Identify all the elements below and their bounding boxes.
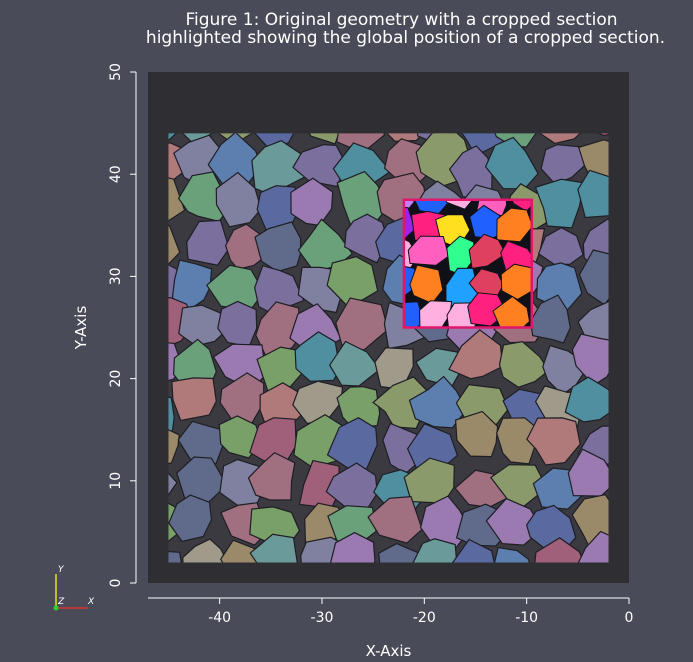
triad-x-label: X [87,597,95,607]
crop-grain [445,199,474,210]
chart-title: Figure 1: Original geometry with a cropp… [0,11,693,47]
triad-z-label: Z [57,597,65,607]
grain [454,410,499,458]
grain [534,537,585,563]
grain [178,304,228,347]
y-tick-label: 0 [108,579,124,588]
grain [215,171,262,228]
y-tick-label: 20 [108,370,124,388]
crop-grain [419,300,453,328]
grain [330,531,376,563]
y-tick-label: 30 [108,267,124,285]
x-tick-label: -40 [208,610,231,626]
cropped-section [402,198,534,329]
grain [448,329,504,380]
grain [249,533,298,563]
crop-grain [468,233,507,269]
x-tick-label: 0 [625,610,634,626]
y-tick-label: 50 [108,63,124,81]
grain [328,340,381,387]
grain [485,497,543,546]
grain [182,538,229,563]
grain [577,169,609,219]
y-tick-label: 10 [108,472,124,490]
y-axis-title: Y-Axis [72,306,90,351]
crop-grain [492,295,531,328]
grain [526,417,581,466]
grain [247,451,296,501]
grain [308,133,340,145]
grain-map [168,133,609,563]
grain [168,177,186,222]
crop-grain [403,301,425,328]
orientation-triad: Y Z X [53,565,95,611]
x-tick-label: -30 [311,610,334,626]
crop-grain [403,206,416,241]
grain [597,133,609,137]
grain [168,224,181,265]
chart-title-line-2: highlighted showing the global position … [145,28,666,48]
grain [168,429,180,465]
grain [168,396,175,435]
crop-box-outline [402,198,534,329]
axes: -40 -30 -20 -10 0 0 10 20 30 40 50 [108,63,633,626]
grain [534,178,585,229]
grain [498,340,550,388]
crop-grain [500,263,532,300]
x-axis-title: X-Axis [366,642,412,660]
grain [168,133,178,142]
grain [171,259,213,313]
grain [577,530,609,563]
grain [537,227,584,265]
grain [344,213,389,264]
triad-z-axis [53,605,59,611]
crop-grain [407,235,450,266]
grain [292,143,347,188]
crop-grain [496,207,532,243]
grain [168,472,178,496]
grain [367,495,423,544]
triad-y-label: Y [58,565,65,575]
x-tick-label: -20 [413,610,436,626]
grain [254,221,302,273]
grain [539,133,581,145]
x-tick-label: -10 [515,610,538,626]
grain [168,550,182,563]
grain [496,417,538,465]
grain [168,494,213,543]
grain [335,297,389,351]
grain [451,538,495,563]
grain [177,171,232,223]
grain [378,542,419,563]
chart-title-line-1: Figure 1: Original geometry with a cropp… [185,10,618,30]
grain [408,375,468,429]
grain [412,538,458,563]
grain [294,331,341,382]
grain [186,219,230,266]
grain [571,333,609,386]
y-tick-label: 40 [108,165,124,183]
grain [564,376,609,423]
grain [171,377,217,422]
grain [493,546,530,563]
